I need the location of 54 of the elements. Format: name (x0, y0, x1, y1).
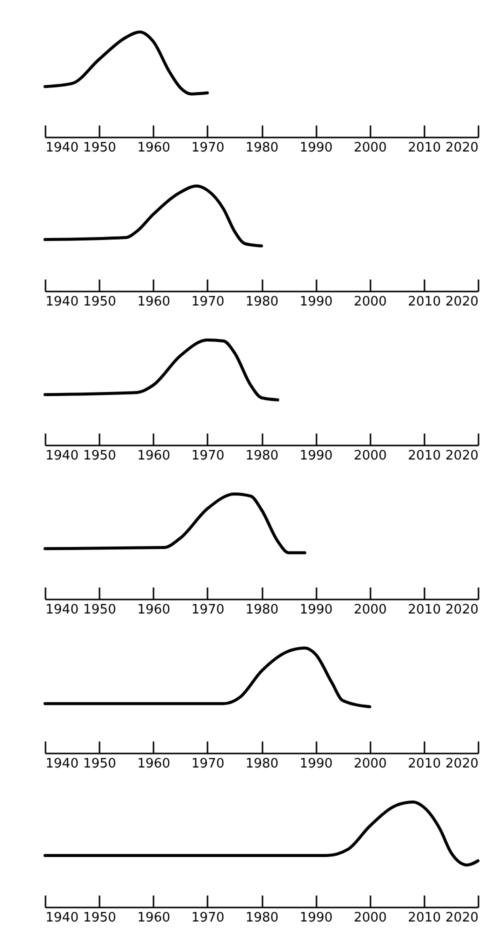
x-tick-label: 2000 (354, 602, 387, 618)
x-tick-label: 1950 (83, 294, 116, 310)
x-tick-label: 2010 (408, 140, 441, 156)
x-tick-label: 1990 (300, 756, 333, 772)
x-tick-label: 1990 (300, 910, 333, 926)
x-tick-label: 1980 (245, 140, 279, 156)
x-tick-label: 1960 (137, 756, 170, 772)
x-tick-label: 2020 (445, 294, 478, 310)
x-tick-label: 1950 (83, 140, 116, 156)
x-tick-label: 2020 (445, 140, 478, 156)
x-tick-label: 1950 (83, 602, 116, 618)
x-tick-label: 2000 (354, 756, 387, 772)
x-tick-label: 1960 (137, 602, 170, 618)
x-tick-label: 2000 (354, 294, 387, 310)
x-tick-label: 2010 (408, 448, 441, 464)
x-tick-label: 1990 (300, 448, 333, 464)
x-tick-label: 1960 (137, 910, 170, 926)
x-tick-label: 1970 (191, 910, 224, 926)
x-tick-label: 1970 (191, 756, 224, 772)
x-tick-label: 2000 (354, 910, 387, 926)
x-tick-label: 1980 (245, 602, 279, 618)
x-tick-label: 1940 (46, 602, 79, 618)
x-tick-label: 1980 (245, 294, 279, 310)
x-tick-label: 2010 (408, 602, 441, 618)
x-tick-label: 1940 (46, 910, 79, 926)
x-tick-label: 1990 (300, 294, 333, 310)
x-tick-label: 2020 (445, 602, 478, 618)
x-tick-label: 1970 (191, 448, 224, 464)
x-tick-label: 1970 (191, 294, 224, 310)
x-tick-label: 1980 (245, 756, 279, 772)
x-tick-label: 2020 (445, 756, 478, 772)
x-tick-label: 1950 (83, 448, 116, 464)
x-tick-label: 1960 (137, 448, 170, 464)
x-tick-label: 1940 (46, 448, 79, 464)
x-tick-label: 1990 (300, 602, 333, 618)
x-tick-label: 1950 (83, 756, 116, 772)
x-tick-label: 1940 (46, 294, 79, 310)
x-tick-label: 1990 (300, 140, 333, 156)
x-tick-label: 1940 (46, 140, 79, 156)
x-tick-label: 1980 (245, 448, 279, 464)
x-tick-label: 1940 (46, 756, 79, 772)
x-tick-label: 1970 (191, 140, 224, 156)
x-tick-label: 2010 (408, 294, 441, 310)
x-tick-label: 2010 (408, 910, 441, 926)
x-tick-label: 2010 (408, 756, 441, 772)
x-tick-label: 2000 (354, 448, 387, 464)
x-tick-label: 2020 (445, 910, 478, 926)
x-tick-label: 1950 (83, 910, 116, 926)
x-tick-label: 1980 (245, 910, 279, 926)
x-tick-label: 2000 (354, 140, 387, 156)
x-tick-label: 1960 (137, 294, 170, 310)
x-tick-label: 1960 (137, 140, 170, 156)
x-tick-label: 2020 (445, 448, 478, 464)
x-tick-label: 1970 (191, 602, 224, 618)
